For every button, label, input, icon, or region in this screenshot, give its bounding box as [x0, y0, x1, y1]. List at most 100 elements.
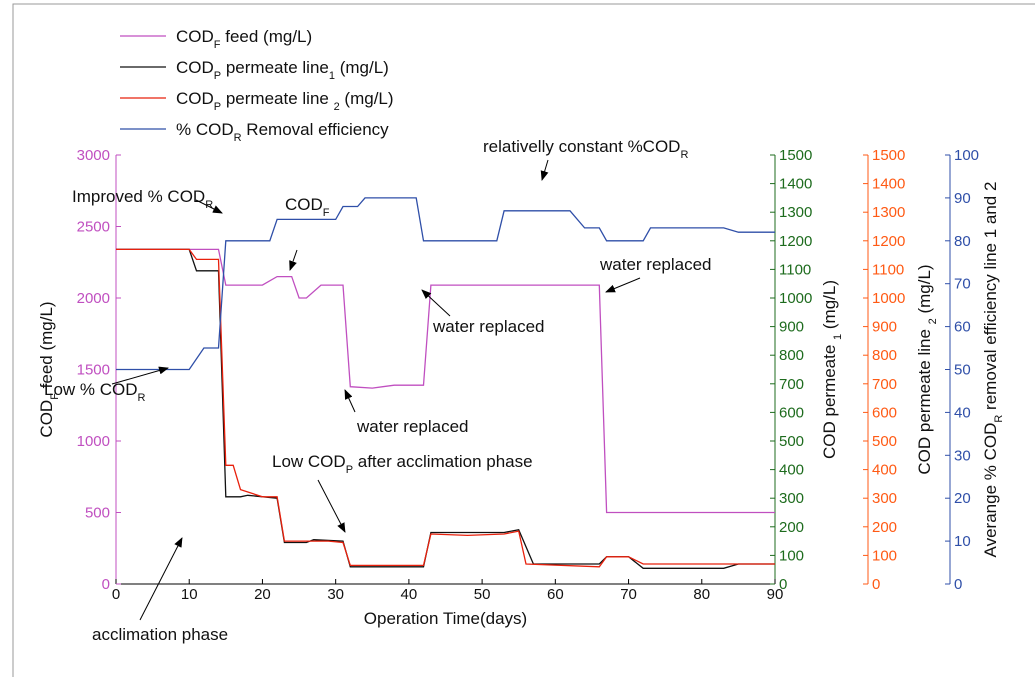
annotation-arrow [289, 249, 298, 271]
series-line [116, 197, 775, 371]
y2-tick-label: 300 [779, 490, 804, 507]
y4-tick-label: 100 [954, 147, 979, 164]
y-axis-label-part: F [49, 393, 61, 400]
annotation-part: water replaced [432, 317, 545, 336]
y2-tick-label: 1200 [779, 233, 812, 250]
legend-label-part: R [234, 132, 242, 144]
y4-tick-label: 50 [954, 362, 971, 379]
annotation: water replaced [356, 417, 469, 436]
y-tick-label: 2000 [77, 290, 110, 307]
y3-axis-label-part: 2 [927, 318, 939, 324]
annotation-arrow [317, 479, 346, 533]
y4-axis-label-part: R [993, 415, 1005, 423]
y2-tick-label: 700 [779, 376, 804, 393]
x-tick-label: 90 [767, 586, 784, 603]
annotation: relativelly constant %CODR [483, 137, 688, 161]
legend-label-part: permeate line [221, 89, 333, 108]
y2-tick-label: 900 [779, 319, 804, 336]
legend-label-part: COD [176, 27, 214, 46]
y4-tick-label: 30 [954, 447, 971, 464]
annotation-part: Low % COD [44, 380, 138, 399]
y3-tick-label: 1000 [872, 290, 905, 307]
legend-label: % CODR Removal efficiency [176, 120, 389, 144]
y2-tick-label: 500 [779, 433, 804, 450]
annotation-arrow [139, 537, 183, 621]
series-line [116, 248, 775, 568]
y-tick-label: 0 [102, 576, 110, 593]
legend-label-part: P [214, 70, 221, 82]
legend-label: CODP permeate line 2 (mg/L) [176, 89, 394, 113]
annotation-part: water replaced [599, 255, 712, 274]
annotation-part: relativelly constant %COD [483, 137, 680, 156]
y4-tick-label: 70 [954, 276, 971, 293]
y-axis-label-part: feed (mg/L) [37, 301, 56, 393]
annotation-part: after acclimation phase [353, 452, 533, 471]
legend-label-part: feed (mg/L) [221, 27, 313, 46]
y-tick-label: 3000 [77, 147, 110, 164]
y2-tick-label: 0 [779, 576, 787, 593]
annotation-part: Improved % COD [72, 187, 205, 206]
annotation-arrow [344, 389, 356, 413]
y-tick-label: 1000 [77, 433, 110, 450]
y2-axis-label: COD permeate 1 (mg/L) [820, 280, 844, 459]
y3-tick-label: 1500 [872, 147, 905, 164]
annotation-part: COD [285, 195, 323, 214]
x-axis-label: Operation Time(days) [364, 609, 527, 628]
y-axis-label: CODF feed (mg/L) [37, 301, 61, 437]
annotation-arrow [421, 289, 451, 317]
y2-tick-label: 1100 [779, 261, 811, 278]
y4-axis-label-part: Averange % COD [981, 423, 1000, 558]
x-tick-label: 30 [327, 586, 344, 603]
y-tick-label: 2500 [77, 219, 110, 236]
legend-label-part: (mg/L) [340, 89, 394, 108]
y3-tick-label: 200 [872, 519, 897, 536]
x-tick-label: 80 [693, 586, 710, 603]
y2-tick-label: 1000 [779, 290, 812, 307]
y3-tick-label: 1200 [872, 233, 905, 250]
legend-label-part: permeate line [221, 58, 329, 77]
annotation: water replaced [432, 317, 545, 336]
y2-axis-label-part: 1 [832, 334, 844, 340]
legend-label-part: (mg/L) [335, 58, 389, 77]
legend-label-part: Removal efficiency [242, 120, 390, 139]
y2-tick-label: 1400 [779, 176, 812, 193]
x-tick-label: 50 [474, 586, 491, 603]
annotation: Low CODP after acclimation phase [272, 452, 533, 476]
x-tick-label: 0 [112, 586, 120, 603]
y-tick-label: 1500 [77, 362, 110, 379]
annotation-arrow [540, 159, 549, 181]
annotation-part: F [323, 207, 330, 219]
legend-label-part: COD [176, 89, 214, 108]
y2-tick-label: 400 [779, 462, 804, 479]
y4-axis-label: Averange % CODR removal efficiency line … [981, 182, 1005, 558]
series-line [116, 248, 775, 514]
y3-tick-label: 900 [872, 319, 897, 336]
y2-tick-label: 1500 [779, 147, 812, 164]
x-tick-label: 40 [401, 586, 418, 603]
y4-tick-label: 10 [954, 533, 971, 550]
x-tick-label: 10 [181, 586, 198, 603]
legend-label-part: F [214, 39, 221, 51]
annotation: acclimation phase [92, 625, 228, 644]
y2-tick-label: 800 [779, 347, 804, 364]
y2-tick-label: 600 [779, 404, 804, 421]
y4-tick-label: 60 [954, 319, 971, 336]
y3-axis-label: COD permeate line 2 (mg/L) [915, 264, 939, 474]
annotation-part: Low COD [272, 452, 346, 471]
annotation-arrow [605, 277, 641, 293]
y3-tick-label: 1100 [872, 261, 904, 278]
annotation: Low % CODR [44, 380, 146, 404]
y3-tick-label: 500 [872, 433, 897, 450]
annotation-part: P [346, 464, 353, 476]
y4-tick-label: 40 [954, 404, 971, 421]
y3-tick-label: 1400 [872, 176, 905, 193]
y3-tick-label: 400 [872, 462, 897, 479]
y3-axis-label-part: COD permeate line [915, 324, 934, 474]
y2-axis-label-part: (mg/L) [820, 280, 839, 334]
y2-tick-label: 200 [779, 519, 804, 536]
y4-tick-label: 80 [954, 233, 971, 250]
y4-tick-label: 0 [954, 576, 962, 593]
y4-axis-label-part: removal efficiency line 1 and 2 [981, 182, 1000, 415]
series-line [116, 248, 775, 569]
y2-tick-label: 1300 [779, 204, 812, 221]
